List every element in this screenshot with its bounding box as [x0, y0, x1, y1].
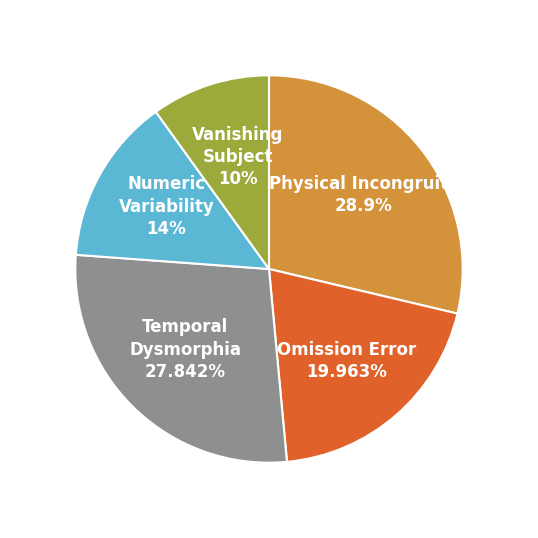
Wedge shape [75, 255, 287, 463]
Text: Numeric
Variability
14%: Numeric Variability 14% [118, 175, 214, 238]
Text: Vanishing
Subject
10%: Vanishing Subject 10% [192, 126, 284, 188]
Wedge shape [76, 112, 269, 269]
Text: Temporal
Dysmorphia
27.842%: Temporal Dysmorphia 27.842% [129, 318, 242, 381]
Text: Physical Incongruity
28.9%: Physical Incongruity 28.9% [268, 175, 459, 215]
Wedge shape [269, 75, 463, 314]
Text: Omission Error
19.963%: Omission Error 19.963% [277, 341, 416, 381]
Wedge shape [156, 75, 269, 269]
Wedge shape [269, 269, 457, 462]
